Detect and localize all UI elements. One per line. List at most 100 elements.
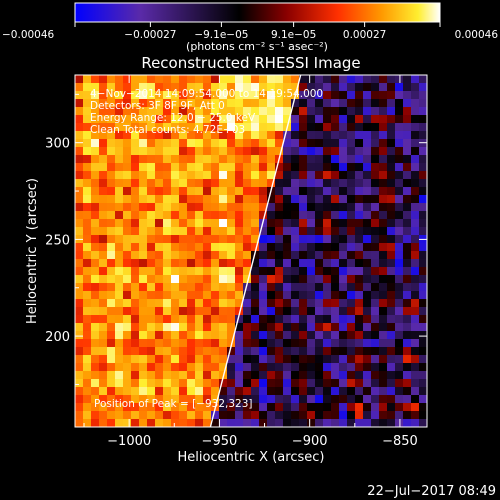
heatmap-cell (139, 307, 148, 316)
heatmap-cell (211, 195, 220, 204)
heatmap-cell (323, 251, 332, 260)
heatmap-cell (379, 275, 388, 284)
heatmap-cell (403, 179, 412, 188)
heatmap-cell (315, 139, 324, 148)
heatmap-cell (179, 259, 188, 268)
heatmap-cell (363, 123, 372, 132)
heatmap-cell (147, 339, 156, 348)
heatmap-cell (387, 83, 396, 92)
heatmap-cell (123, 379, 132, 388)
heatmap-cell (171, 379, 180, 388)
heatmap-cell (323, 323, 332, 332)
heatmap-cell (83, 203, 92, 212)
heatmap-cell (291, 139, 300, 148)
heatmap-cell (355, 403, 364, 412)
heatmap-cell (235, 139, 244, 148)
heatmap-cell (251, 227, 260, 236)
heatmap-cell (363, 243, 372, 252)
heatmap-cell (267, 179, 276, 188)
heatmap-cell (347, 171, 356, 180)
heatmap-cell (211, 363, 220, 372)
heatmap-cell (219, 171, 228, 180)
heatmap-cell (115, 307, 124, 316)
heatmap-cell (155, 107, 164, 116)
heatmap-cell (235, 363, 244, 372)
heatmap-cell (147, 139, 156, 148)
heatmap-cell (315, 227, 324, 236)
heatmap-cell (259, 347, 268, 356)
heatmap-cell (147, 211, 156, 220)
heatmap-cell (403, 283, 412, 292)
heatmap-cell (371, 339, 380, 348)
heatmap-cell (259, 355, 268, 364)
heatmap-cell (371, 195, 380, 204)
heatmap-cell (331, 131, 340, 140)
heatmap-cell (75, 411, 84, 420)
heatmap-cell (371, 99, 380, 108)
heatmap-cell (411, 371, 420, 380)
heatmap-cell (163, 267, 172, 276)
heatmap-cell (267, 155, 276, 164)
heatmap-cell (283, 411, 292, 420)
heatmap-cell (203, 347, 212, 356)
heatmap-cell (275, 291, 284, 300)
heatmap-cell (155, 171, 164, 180)
heatmap-cell (115, 195, 124, 204)
heatmap-cell (275, 355, 284, 364)
heatmap-cell (387, 195, 396, 204)
heatmap-cell (227, 355, 236, 364)
heatmap-cell (155, 219, 164, 228)
heatmap-cell (91, 379, 100, 388)
heatmap-cell (379, 323, 388, 332)
heatmap-cell (387, 75, 396, 84)
heatmap-cell (403, 91, 412, 100)
heatmap-cell (123, 75, 132, 84)
heatmap-cell (171, 123, 180, 132)
heatmap-cell (187, 299, 196, 308)
heatmap-cell (187, 83, 196, 92)
heatmap-cell (227, 323, 236, 332)
heatmap-cell (99, 299, 108, 308)
heatmap-cell (387, 155, 396, 164)
heatmap-cell (219, 387, 228, 396)
annotation-detectors: Detectors: 3F 8F 9F, Att 0 (90, 100, 225, 112)
heatmap-cell (163, 243, 172, 252)
heatmap-cell (235, 379, 244, 388)
heatmap-cell (387, 251, 396, 260)
heatmap-cell (299, 267, 308, 276)
heatmap-cell (347, 243, 356, 252)
heatmap-cell (371, 147, 380, 156)
heatmap-cell (259, 275, 268, 284)
heatmap-cell (411, 195, 420, 204)
heatmap-cell (187, 147, 196, 156)
heatmap-cell (355, 163, 364, 172)
heatmap-cell (395, 187, 404, 196)
heatmap-cell (323, 299, 332, 308)
heatmap-cell (411, 315, 420, 324)
heatmap-cell (331, 315, 340, 324)
heatmap-cell (147, 115, 156, 124)
heatmap-cell (139, 339, 148, 348)
heatmap-cell (339, 171, 348, 180)
heatmap-cell (107, 179, 116, 188)
heatmap-cell (403, 323, 412, 332)
heatmap-cell (379, 363, 388, 372)
heatmap-cell (315, 267, 324, 276)
heatmap-cell (355, 75, 364, 84)
heatmap-cell (347, 419, 356, 427)
heatmap-cell (219, 299, 228, 308)
heatmap-cell (131, 179, 140, 188)
heatmap-cell (291, 347, 300, 356)
heatmap-cell (251, 419, 260, 427)
heatmap-cell (155, 115, 164, 124)
heatmap-cell (107, 83, 116, 92)
heatmap-cell (131, 379, 140, 388)
heatmap-cell (123, 171, 132, 180)
heatmap-cell (75, 75, 84, 84)
heatmap-cell (267, 291, 276, 300)
heatmap-cell (323, 235, 332, 244)
heatmap-cell (387, 259, 396, 268)
heatmap-cell (315, 411, 324, 420)
heatmap-cell (355, 243, 364, 252)
heatmap-cell (203, 211, 212, 220)
